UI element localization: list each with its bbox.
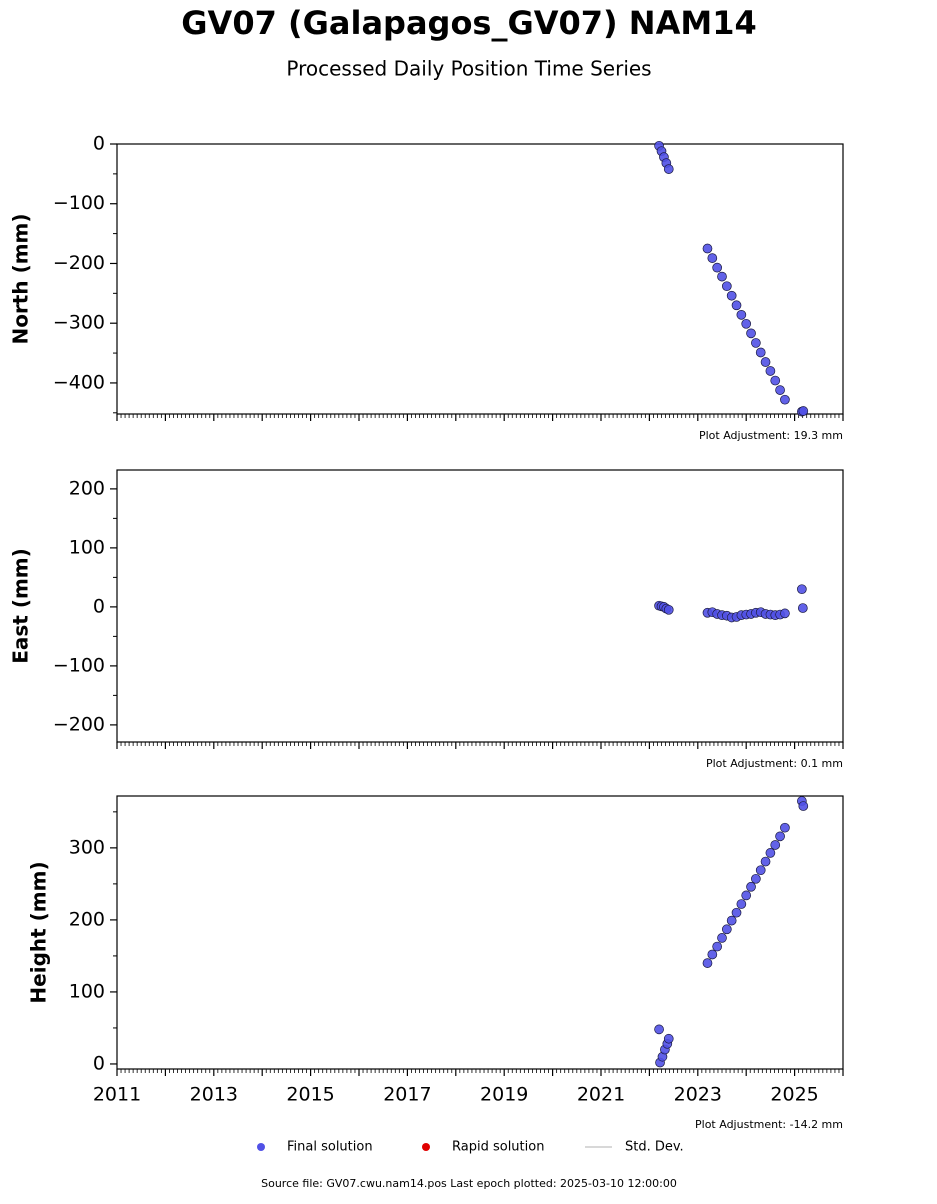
y-tick-label: 100 [69, 536, 105, 558]
x-tick-label: 2015 [286, 1084, 334, 1106]
data-point [765, 848, 776, 858]
data-point [663, 1033, 674, 1044]
data-point [746, 881, 756, 892]
data-point [775, 831, 785, 842]
data-point [765, 366, 776, 376]
y-tick-label: 200 [69, 908, 105, 930]
subtitle: Processed Daily Position Time Series [286, 57, 651, 81]
data-point [712, 941, 723, 952]
x-tick-label: 2017 [383, 1084, 431, 1106]
data-point [741, 890, 752, 901]
data-point [770, 375, 781, 386]
y-tick-label: 100 [69, 980, 105, 1002]
x-tick-label: 2025 [770, 1084, 818, 1106]
data-point [726, 915, 737, 926]
data-point [702, 243, 713, 254]
plot-frame [116, 795, 844, 1070]
data-point [707, 253, 718, 263]
y-tick-label: −200 [53, 252, 105, 274]
data-point [663, 604, 674, 615]
data-point [726, 290, 737, 301]
data-point [663, 164, 674, 174]
y-axis-label: East (mm) [9, 548, 33, 664]
y-tick-label: −100 [53, 654, 105, 676]
data-point [707, 949, 718, 960]
data-point [721, 281, 732, 292]
data-point [770, 840, 781, 850]
data-point [654, 1024, 664, 1035]
y-tick-label: −400 [53, 371, 105, 393]
x-tick-label: 2023 [674, 1084, 722, 1106]
data-point [780, 822, 790, 833]
data-point [746, 328, 756, 339]
legend-label: Rapid solution [452, 1140, 544, 1155]
data-point [780, 608, 790, 619]
legend-label: Std. Dev. [625, 1140, 684, 1155]
data-point [798, 406, 809, 416]
data-point [717, 933, 727, 943]
y-tick-label: −300 [53, 312, 105, 334]
legend-marker [422, 1143, 430, 1151]
data-point [702, 958, 713, 968]
data-point [798, 801, 809, 811]
data-point [755, 865, 766, 876]
data-point [751, 873, 761, 884]
data-point [755, 347, 766, 358]
plot-adjustment: Plot Adjustment: 19.3 mm [699, 429, 843, 442]
data-point [797, 584, 807, 595]
data-point [712, 262, 723, 273]
plot-adjustment: Plot Adjustment: -14.2 mm [695, 1118, 843, 1131]
footer: Source file: GV07.cwu.nam14.pos Last epo… [261, 1177, 677, 1190]
y-tick-label: 300 [69, 836, 105, 858]
data-point [797, 603, 808, 613]
y-tick-label: −200 [53, 713, 105, 735]
data-point [736, 899, 747, 909]
data-point [775, 385, 785, 395]
y-tick-label: 0 [93, 133, 105, 155]
legend-label: Final solution [287, 1140, 373, 1155]
y-tick-label: 0 [93, 595, 105, 617]
y-tick-label: 200 [69, 477, 105, 499]
data-point [751, 338, 761, 348]
data-point [717, 271, 727, 282]
y-axis-label: Height (mm) [27, 861, 51, 1003]
plot-frame [116, 143, 844, 415]
y-axis-label: North (mm) [9, 213, 33, 344]
plot-frame [116, 469, 844, 743]
data-point [731, 300, 742, 311]
data-point [731, 907, 742, 918]
y-tick-label: −100 [53, 192, 105, 214]
x-tick-label: 2021 [577, 1084, 625, 1106]
data-point [760, 856, 771, 867]
data-point [721, 924, 732, 935]
y-tick-label: 0 [93, 1052, 105, 1074]
legend-marker [257, 1143, 265, 1151]
data-point [780, 394, 790, 405]
title: GV07 (Galapagos_GV07) NAM14 [181, 4, 756, 42]
plot-adjustment: Plot Adjustment: 0.1 mm [706, 757, 843, 770]
x-tick-label: 2013 [190, 1084, 238, 1106]
x-tick-label: 2019 [480, 1084, 528, 1106]
data-point [736, 309, 747, 320]
data-point [760, 357, 771, 367]
data-point [741, 318, 752, 329]
x-tick-label: 2011 [93, 1084, 141, 1106]
